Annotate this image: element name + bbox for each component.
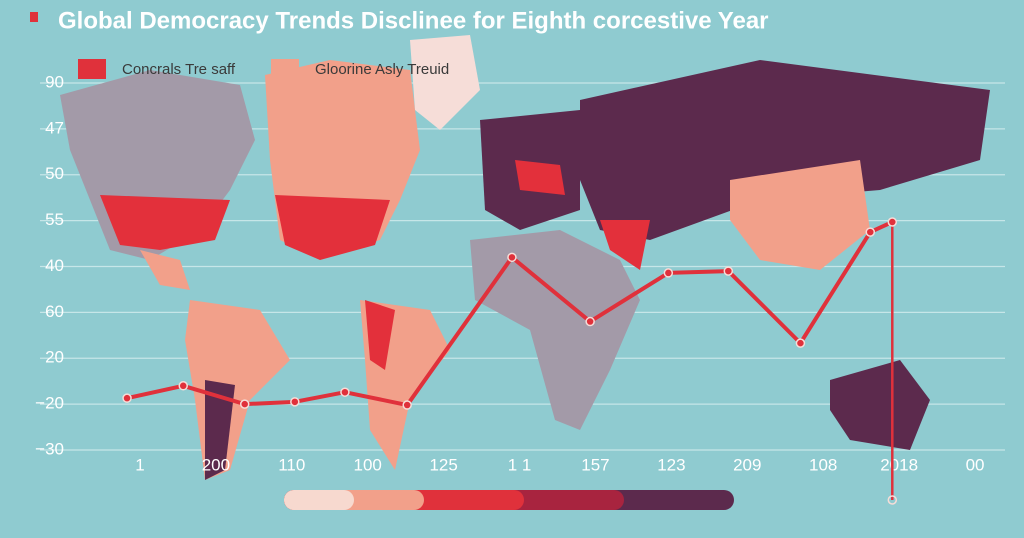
scale-bar xyxy=(284,490,354,510)
y-tick-label: −20 xyxy=(35,394,64,413)
y-tick-label: 55 xyxy=(45,210,64,229)
region xyxy=(730,160,870,270)
x-tick-label: 1 xyxy=(135,455,144,474)
continent xyxy=(470,230,640,430)
color-scale xyxy=(284,490,734,510)
y-tick-label: 20 xyxy=(45,348,64,367)
point xyxy=(663,268,674,278)
region xyxy=(205,380,235,480)
point xyxy=(723,266,734,276)
point xyxy=(795,338,806,348)
x-tick-label: 200 xyxy=(202,455,230,474)
point xyxy=(239,399,250,409)
region xyxy=(365,300,395,370)
x-tick-label: 110 xyxy=(278,455,305,474)
region xyxy=(140,250,190,290)
x-tick-label: 100 xyxy=(354,455,382,474)
point xyxy=(290,397,300,407)
x-tick-label: 2018 xyxy=(880,455,918,474)
chart-title: Global Democracy Trends Disclinee for Ei… xyxy=(58,7,769,34)
point xyxy=(585,316,595,327)
region xyxy=(100,195,230,250)
point xyxy=(507,252,517,263)
point xyxy=(340,387,350,397)
region xyxy=(600,220,650,270)
x-tick-label: 125 xyxy=(429,455,457,474)
point xyxy=(402,400,412,410)
legend-swatch xyxy=(271,59,299,79)
title-marker xyxy=(30,12,38,22)
y-tick-label: 60 xyxy=(45,302,64,321)
continent xyxy=(580,60,990,240)
continent xyxy=(830,360,930,450)
y-tick-label: 50 xyxy=(45,164,64,183)
island xyxy=(410,35,480,130)
drop-end xyxy=(887,495,898,505)
map xyxy=(60,35,990,480)
y-tick-label: 40 xyxy=(45,256,64,275)
point xyxy=(178,381,188,391)
y-tick-label: 47 xyxy=(45,118,64,137)
legend-swatch xyxy=(78,59,106,79)
x-tick-label: 1 1 xyxy=(508,455,532,474)
y-tick-label: −30 xyxy=(35,439,64,458)
region xyxy=(515,160,565,195)
point xyxy=(887,217,898,227)
point xyxy=(122,393,132,403)
region xyxy=(275,195,390,260)
x-tick-label: 108 xyxy=(809,455,837,474)
legend-label: Concrals Tre saff xyxy=(122,61,236,78)
point xyxy=(865,227,876,237)
x-tick-label: 00 xyxy=(966,455,985,474)
legend-label: Gloorine Asly Treuid xyxy=(315,61,449,78)
x-tick-label: 157 xyxy=(581,455,609,474)
y-tick-label: 90 xyxy=(45,72,64,91)
x-tick-label: 209 xyxy=(733,455,761,474)
x-tick-label: 123 xyxy=(657,455,685,474)
